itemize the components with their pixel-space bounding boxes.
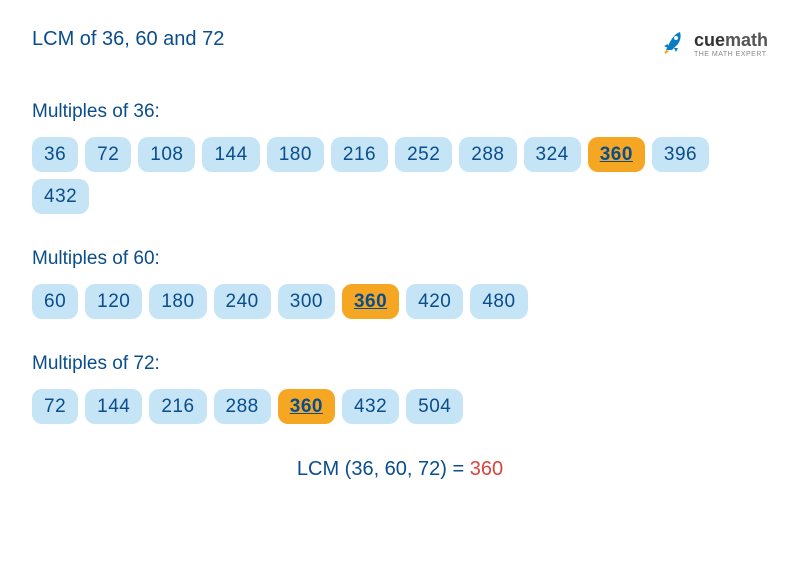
multiple-pill: 504 [406, 389, 463, 424]
multiple-pill: 216 [331, 137, 388, 172]
multiple-pill: 432 [342, 389, 399, 424]
multiple-pill: 108 [138, 137, 195, 172]
page-title: LCM of 36, 60 and 72 [32, 28, 224, 51]
multiples-section: Multiples of 72: 72144216288360432504 [32, 353, 768, 424]
result-label: LCM (36, 60, 72) = [297, 458, 470, 480]
multiple-pill: 252 [395, 137, 452, 172]
multiple-pill: 480 [470, 284, 527, 319]
multiple-pill: 300 [278, 284, 335, 319]
multiple-pill: 144 [202, 137, 259, 172]
logo-text: cuemath THE MATH EXPERT [694, 31, 768, 58]
multiple-pill: 288 [214, 389, 271, 424]
multiples-section: Multiples of 60: 60120180240300360420480 [32, 248, 768, 319]
pill-row: 60120180240300360420480 [32, 284, 768, 319]
section-label: Multiples of 36: [32, 101, 768, 123]
multiples-section: Multiples of 36: 367210814418021625228832… [32, 101, 768, 214]
multiple-pill: 72 [32, 389, 78, 424]
multiple-pill: 180 [149, 284, 206, 319]
multiple-pill: 60 [32, 284, 78, 319]
rocket-icon [660, 28, 688, 61]
multiple-pill: 120 [85, 284, 142, 319]
multiple-pill: 240 [214, 284, 271, 319]
header: LCM of 36, 60 and 72 cuemath THE MATH EX… [32, 28, 768, 61]
multiple-pill-highlight: 360 [278, 389, 335, 424]
result-value: 360 [470, 458, 503, 480]
logo-brand: cuemath [694, 31, 768, 49]
multiple-pill: 324 [524, 137, 581, 172]
multiple-pill: 396 [652, 137, 709, 172]
logo: cuemath THE MATH EXPERT [660, 28, 768, 61]
multiple-pill: 180 [267, 137, 324, 172]
multiple-pill: 288 [459, 137, 516, 172]
pill-row: 72144216288360432504 [32, 389, 768, 424]
logo-tagline: THE MATH EXPERT [694, 51, 767, 58]
multiple-pill: 432 [32, 179, 89, 214]
multiple-pill: 144 [85, 389, 142, 424]
multiple-pill: 36 [32, 137, 78, 172]
result: LCM (36, 60, 72) = 360 [32, 458, 768, 481]
section-label: Multiples of 72: [32, 353, 768, 375]
multiple-pill: 72 [85, 137, 131, 172]
pill-row: 3672108144180216252288324360396 432 [32, 137, 768, 214]
multiple-pill-highlight: 360 [588, 137, 645, 172]
multiple-pill-highlight: 360 [342, 284, 399, 319]
section-label: Multiples of 60: [32, 248, 768, 270]
multiple-pill: 420 [406, 284, 463, 319]
multiple-pill: 216 [149, 389, 206, 424]
